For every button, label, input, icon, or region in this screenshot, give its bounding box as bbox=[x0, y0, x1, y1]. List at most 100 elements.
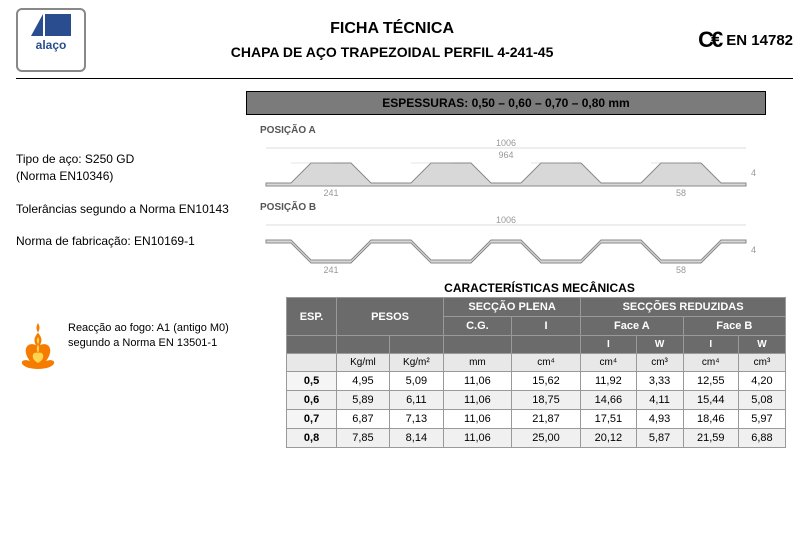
cell-esp: 0,8 bbox=[287, 429, 337, 448]
logo: alaço bbox=[16, 8, 86, 72]
mechanical-table: ESP. PESOS SECÇÃO PLENA SECÇÕES REDUZIDA… bbox=[286, 297, 786, 448]
page-title-2: CHAPA DE AÇO TRAPEZOIDAL PERFIL 4-241-45 bbox=[98, 44, 686, 60]
th-cg: C.G. bbox=[443, 317, 511, 336]
th-pesos: PESOS bbox=[337, 298, 444, 336]
cell-kgml: 7,85 bbox=[337, 429, 390, 448]
th-ia: I bbox=[581, 336, 636, 354]
cell-wb: 5,08 bbox=[738, 391, 785, 410]
table-row: 0,54,955,0911,0615,6211,923,3312,554,20 bbox=[287, 372, 786, 391]
cell-wa: 3,33 bbox=[636, 372, 683, 391]
mechanical-table-area: CARACTERÍSTICAS MECÂNICAS ESP. PESOS SEC… bbox=[286, 281, 793, 448]
steel-type: Tipo de aço: S250 GD (Norma EN10346) bbox=[16, 151, 246, 185]
header-titles: FICHA TÉCNICA CHAPA DE AÇO TRAPEZOIDAL P… bbox=[98, 20, 686, 60]
steel-type-line2: (Norma EN10346) bbox=[16, 169, 113, 183]
cell-esp: 0,7 bbox=[287, 410, 337, 429]
header: alaço FICHA TÉCNICA CHAPA DE AÇO TRAPEZO… bbox=[16, 8, 793, 79]
th-ib: I bbox=[683, 336, 738, 354]
profile-b-label: POSIÇÃO B bbox=[260, 202, 793, 213]
table-row: 0,76,877,1311,0621,8717,514,9318,465,97 bbox=[287, 410, 786, 429]
cell-kgml: 5,89 bbox=[337, 391, 390, 410]
cell-wa: 4,11 bbox=[636, 391, 683, 410]
cell-wa: 5,87 bbox=[636, 429, 683, 448]
svg-text:1006: 1006 bbox=[496, 138, 516, 148]
cell-ib: 18,46 bbox=[683, 410, 738, 429]
table-body: 0,54,955,0911,0615,6211,923,3312,554,200… bbox=[287, 372, 786, 448]
cell-kgm2: 8,14 bbox=[389, 429, 443, 448]
cell-ip: 15,62 bbox=[511, 372, 580, 391]
u-cm4-2: cm⁴ bbox=[581, 354, 636, 372]
th-faceb: Face B bbox=[683, 317, 785, 336]
cell-wb: 4,20 bbox=[738, 372, 785, 391]
cell-cg: 11,06 bbox=[443, 391, 511, 410]
svg-text:45: 45 bbox=[751, 168, 756, 178]
profile-b-drawing: 1006 45 241 58 bbox=[256, 215, 756, 275]
fire-text: Reacção ao fogo: A1 (antigo M0) segundo … bbox=[68, 321, 229, 352]
svg-text:45: 45 bbox=[751, 245, 756, 255]
fire-line2: segundo a Norma EN 13501-1 bbox=[68, 337, 217, 349]
cell-ia: 14,66 bbox=[581, 391, 636, 410]
flame-icon bbox=[16, 321, 60, 371]
cell-ia: 20,12 bbox=[581, 429, 636, 448]
svg-text:58: 58 bbox=[676, 265, 686, 275]
table-row: 0,87,858,1411,0625,0020,125,8721,596,88 bbox=[287, 429, 786, 448]
logo-shape bbox=[31, 14, 71, 36]
cell-kgml: 6,87 bbox=[337, 410, 390, 429]
u-cm4-1: cm⁴ bbox=[511, 354, 580, 372]
thickness-bar: ESPESSURAS: 0,50 – 0,60 – 0,70 – 0,80 mm bbox=[246, 91, 766, 115]
u-kgm2: Kg/m² bbox=[389, 354, 443, 372]
table-title: CARACTERÍSTICAS MECÂNICAS bbox=[286, 281, 793, 295]
cell-kgm2: 6,11 bbox=[389, 391, 443, 410]
u-cm3-2: cm³ bbox=[738, 354, 785, 372]
cell-ib: 12,55 bbox=[683, 372, 738, 391]
u-kgml: Kg/ml bbox=[337, 354, 390, 372]
ce-mark: C€ EN 14782 bbox=[698, 27, 793, 53]
ce-logo-icon: C€ bbox=[698, 27, 720, 53]
svg-text:1006: 1006 bbox=[496, 215, 516, 225]
cell-ip: 18,75 bbox=[511, 391, 580, 410]
page-title-1: FICHA TÉCNICA bbox=[98, 20, 686, 38]
profile-a-label: POSIÇÃO A bbox=[260, 125, 793, 136]
cell-ia: 11,92 bbox=[581, 372, 636, 391]
steel-type-line1: Tipo de aço: S250 GD bbox=[16, 152, 134, 166]
th-wb: W bbox=[738, 336, 785, 354]
left-info: Tipo de aço: S250 GD (Norma EN10346) Tol… bbox=[16, 121, 246, 275]
cell-ib: 21,59 bbox=[683, 429, 738, 448]
cell-wb: 6,88 bbox=[738, 429, 785, 448]
cell-ip: 21,87 bbox=[511, 410, 580, 429]
cell-esp: 0,6 bbox=[287, 391, 337, 410]
th-facea: Face A bbox=[581, 317, 683, 336]
profiles: POSIÇÃO A 1006 964 45 241 58 POSIÇÃO B 1… bbox=[256, 121, 793, 275]
ce-label: EN 14782 bbox=[726, 32, 793, 49]
svg-text:241: 241 bbox=[323, 188, 338, 198]
u-cm4-3: cm⁴ bbox=[683, 354, 738, 372]
logo-text: alaço bbox=[36, 38, 67, 52]
cell-ip: 25,00 bbox=[511, 429, 580, 448]
cell-cg: 11,06 bbox=[443, 410, 511, 429]
fire-reaction: Reacção ao fogo: A1 (antigo M0) segundo … bbox=[16, 281, 276, 448]
svg-text:58: 58 bbox=[676, 188, 686, 198]
cell-ib: 15,44 bbox=[683, 391, 738, 410]
mid-section: Tipo de aço: S250 GD (Norma EN10346) Tol… bbox=[16, 121, 793, 275]
cell-cg: 11,06 bbox=[443, 372, 511, 391]
svg-text:241: 241 bbox=[323, 265, 338, 275]
cell-ia: 17,51 bbox=[581, 410, 636, 429]
table-row: 0,65,896,1111,0618,7514,664,1115,445,08 bbox=[287, 391, 786, 410]
cell-kgm2: 7,13 bbox=[389, 410, 443, 429]
th-plena: SECÇÃO PLENA bbox=[443, 298, 580, 317]
u-cm3-1: cm³ bbox=[636, 354, 683, 372]
profile-a-drawing: 1006 964 45 241 58 bbox=[256, 138, 756, 198]
cell-esp: 0,5 bbox=[287, 372, 337, 391]
cell-wa: 4,93 bbox=[636, 410, 683, 429]
cell-cg: 11,06 bbox=[443, 429, 511, 448]
th-wa: W bbox=[636, 336, 683, 354]
th-esp: ESP. bbox=[287, 298, 337, 336]
tolerances: Tolerâncias segundo a Norma EN10143 bbox=[16, 201, 246, 218]
fire-line1: Reacção ao fogo: A1 (antigo M0) bbox=[68, 322, 229, 334]
th-reduz: SECÇÕES REDUZIDAS bbox=[581, 298, 786, 317]
cell-wb: 5,97 bbox=[738, 410, 785, 429]
cell-kgml: 4,95 bbox=[337, 372, 390, 391]
svg-text:964: 964 bbox=[498, 150, 513, 160]
cell-kgm2: 5,09 bbox=[389, 372, 443, 391]
th-i-plena: I bbox=[511, 317, 580, 336]
fabrication-norm: Norma de fabricação: EN10169-1 bbox=[16, 233, 246, 250]
